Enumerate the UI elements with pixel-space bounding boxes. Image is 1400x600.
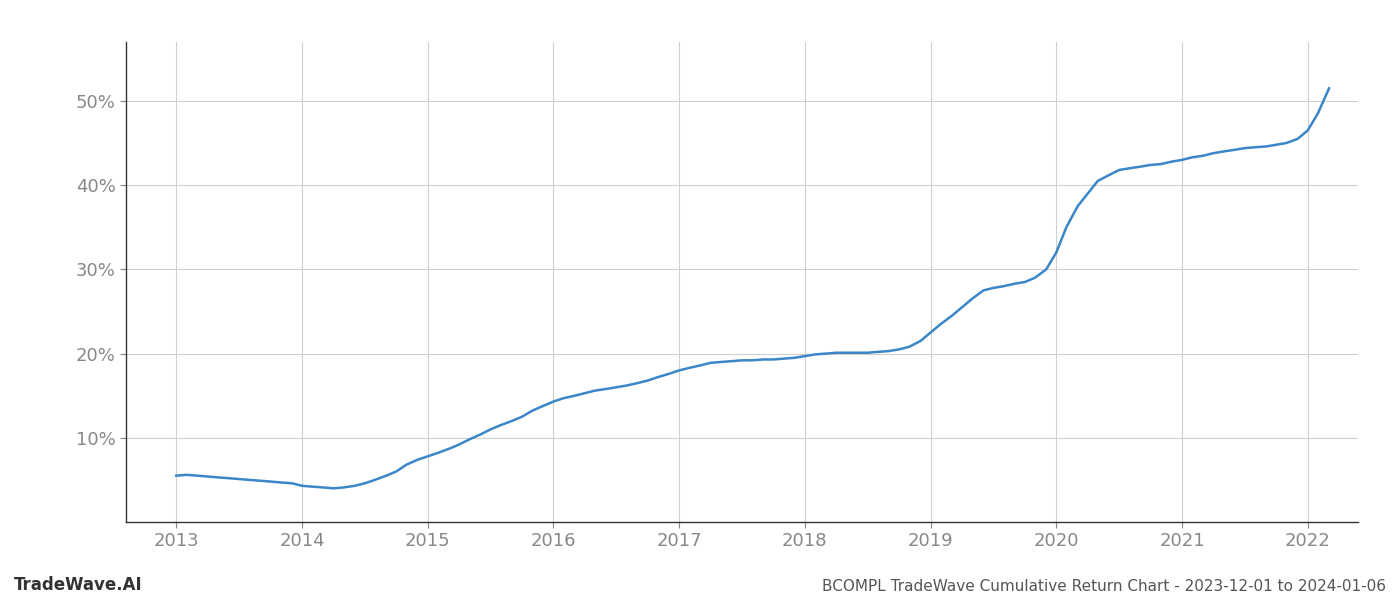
Text: TradeWave.AI: TradeWave.AI — [14, 576, 143, 594]
Text: BCOMPL TradeWave Cumulative Return Chart - 2023-12-01 to 2024-01-06: BCOMPL TradeWave Cumulative Return Chart… — [822, 579, 1386, 594]
